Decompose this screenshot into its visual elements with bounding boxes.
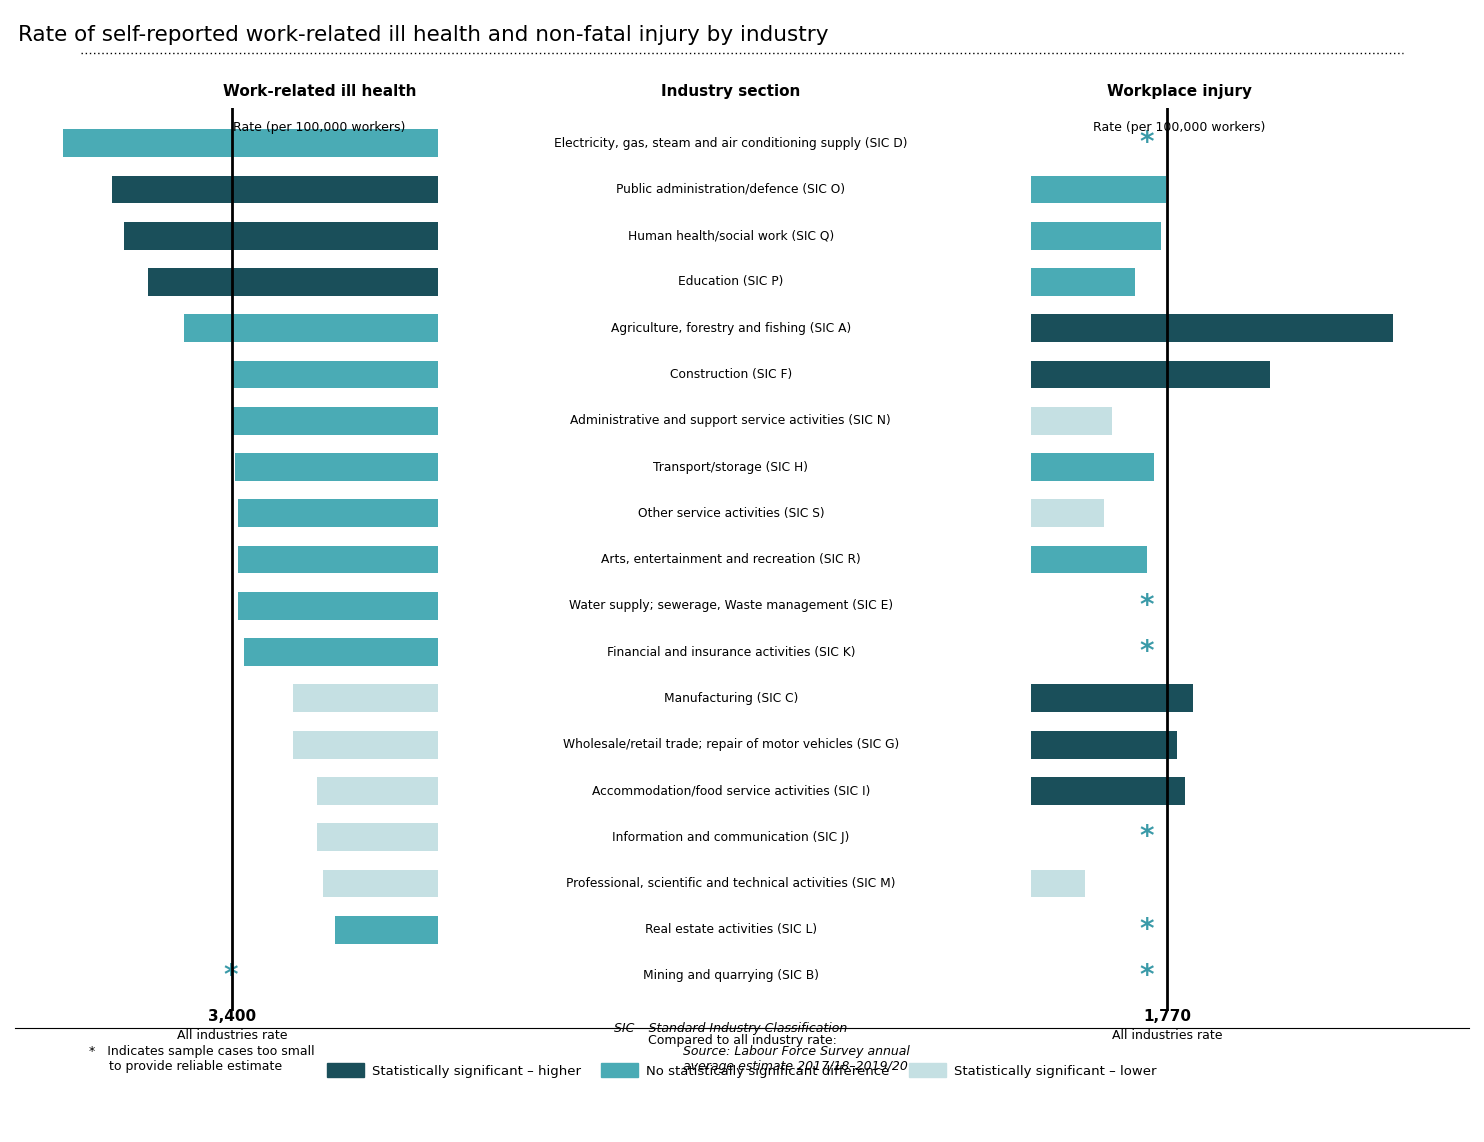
Text: Other service activities (SIC S): Other service activities (SIC S) xyxy=(638,507,824,520)
Bar xyxy=(1031,407,1112,435)
Bar xyxy=(318,777,438,805)
Text: Accommodation/food service activities (SIC I): Accommodation/food service activities (S… xyxy=(592,785,870,797)
Bar xyxy=(1031,777,1186,805)
Bar xyxy=(233,407,438,435)
Text: Financial and insurance activities (SIC K): Financial and insurance activities (SIC … xyxy=(607,645,855,659)
Text: Real estate activities (SIC L): Real estate activities (SIC L) xyxy=(646,923,816,936)
Bar xyxy=(123,222,438,250)
Bar xyxy=(245,638,438,666)
Text: *   Indicates sample cases too small
     to provide reliable estimate: * Indicates sample cases too small to pr… xyxy=(89,1045,315,1073)
Bar xyxy=(1031,176,1166,203)
Bar xyxy=(1031,361,1270,388)
Bar xyxy=(148,268,438,296)
Bar xyxy=(324,869,438,898)
Bar xyxy=(233,361,438,388)
Bar xyxy=(1031,731,1177,758)
Bar xyxy=(1031,268,1135,296)
Bar xyxy=(1031,499,1104,528)
Bar xyxy=(236,453,438,481)
Text: Manufacturing (SIC C): Manufacturing (SIC C) xyxy=(663,692,798,705)
Bar xyxy=(318,823,438,851)
Bar xyxy=(111,176,438,203)
Bar xyxy=(292,684,438,713)
Text: *: * xyxy=(1140,823,1153,851)
Text: All industries rate: All industries rate xyxy=(1112,1029,1223,1043)
Bar xyxy=(1031,314,1393,343)
Text: *: * xyxy=(1140,592,1153,620)
Text: Water supply; sewerage, Waste management (SIC E): Water supply; sewerage, Waste management… xyxy=(568,600,893,612)
Text: Workplace injury: Workplace injury xyxy=(1107,85,1252,99)
Bar xyxy=(64,129,438,158)
Text: Professional, scientific and technical activities (SIC M): Professional, scientific and technical a… xyxy=(565,877,896,890)
Text: Public administration/defence (SIC O): Public administration/defence (SIC O) xyxy=(616,183,846,196)
Text: Human health/social work (SIC Q): Human health/social work (SIC Q) xyxy=(628,230,834,242)
Text: All industries rate: All industries rate xyxy=(177,1029,288,1043)
Text: SIC – Standard Industry Classification: SIC – Standard Industry Classification xyxy=(614,1022,847,1035)
Text: Arts, entertainment and recreation (SIC R): Arts, entertainment and recreation (SIC … xyxy=(601,553,861,566)
Text: Construction (SIC F): Construction (SIC F) xyxy=(669,368,792,381)
Text: Rate of self-reported work-related ill health and non-fatal injury by industry: Rate of self-reported work-related ill h… xyxy=(18,25,828,46)
Text: *: * xyxy=(1140,129,1153,158)
Text: Source: Labour Force Survey annual
average estimate 2017/18–2019/20: Source: Labour Force Survey annual avera… xyxy=(683,1045,910,1073)
Text: Rate (per 100,000 workers): Rate (per 100,000 workers) xyxy=(1094,121,1266,134)
Text: Industry section: Industry section xyxy=(662,85,800,99)
Bar xyxy=(1031,869,1085,898)
Text: Mining and quarrying (SIC B): Mining and quarrying (SIC B) xyxy=(643,970,819,982)
Text: Information and communication (SIC J): Information and communication (SIC J) xyxy=(613,830,849,844)
Text: Transport/storage (SIC H): Transport/storage (SIC H) xyxy=(653,460,809,474)
Legend: Statistically significant – higher, No statistically significant difference, Sta: Statistically significant – higher, No s… xyxy=(328,1063,1156,1078)
Text: *: * xyxy=(223,962,237,990)
Text: Education (SIC P): Education (SIC P) xyxy=(678,275,784,289)
Text: Wholesale/retail trade; repair of motor vehicles (SIC G): Wholesale/retail trade; repair of motor … xyxy=(562,738,899,751)
Text: *: * xyxy=(1140,638,1153,666)
Text: Work-related ill health: Work-related ill health xyxy=(223,85,416,99)
Bar xyxy=(1031,453,1155,481)
Bar xyxy=(239,592,438,620)
Bar xyxy=(239,499,438,528)
Bar xyxy=(1031,546,1147,573)
Text: *: * xyxy=(1140,916,1153,943)
Text: Compared to all industry rate:: Compared to all industry rate: xyxy=(647,1034,837,1046)
Text: Administrative and support service activities (SIC N): Administrative and support service activ… xyxy=(570,415,892,427)
Text: Electricity, gas, steam and air conditioning supply (SIC D): Electricity, gas, steam and air conditio… xyxy=(554,137,908,150)
Bar xyxy=(1031,222,1160,250)
Bar xyxy=(1031,684,1193,713)
Bar xyxy=(335,916,438,943)
Bar xyxy=(184,314,438,343)
Text: Agriculture, forestry and fishing (SIC A): Agriculture, forestry and fishing (SIC A… xyxy=(611,322,850,335)
Bar xyxy=(239,546,438,573)
Text: Rate (per 100,000 workers): Rate (per 100,000 workers) xyxy=(233,121,405,134)
Bar xyxy=(292,731,438,758)
Text: *: * xyxy=(1140,962,1153,990)
Text: 1,770: 1,770 xyxy=(1144,1010,1192,1024)
Text: 3,400: 3,400 xyxy=(208,1010,257,1024)
